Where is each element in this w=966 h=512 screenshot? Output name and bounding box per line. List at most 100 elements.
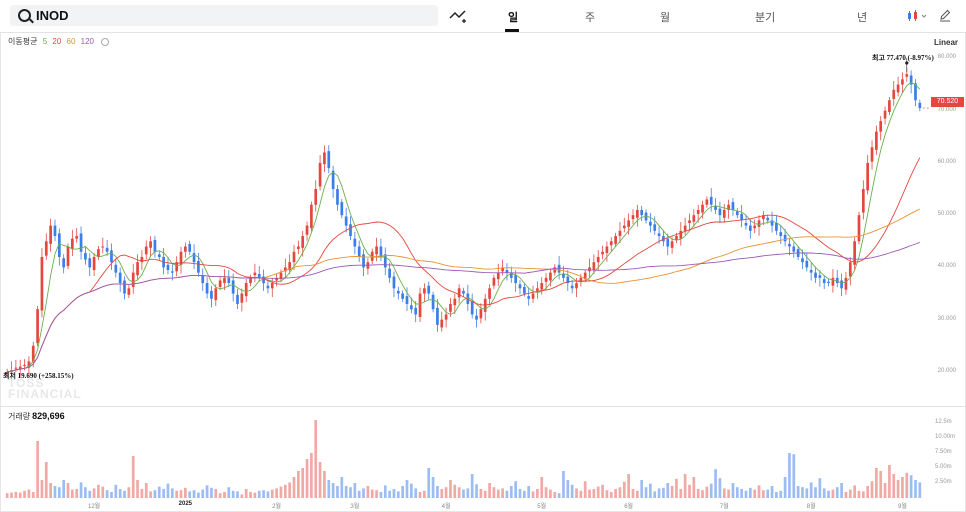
candle-body xyxy=(66,246,70,267)
high-value: 77.470 (-8.97%) xyxy=(886,54,934,62)
candle-body xyxy=(848,262,852,277)
candle-body xyxy=(609,241,613,246)
candle-body xyxy=(201,275,205,284)
volume-bar xyxy=(557,493,561,498)
candle-body xyxy=(601,251,604,255)
y-tick-label: 80.000 xyxy=(937,54,956,61)
volume-bar xyxy=(436,486,439,498)
candle-body xyxy=(423,288,426,294)
candle-body xyxy=(688,220,691,223)
volume-bar xyxy=(266,491,270,498)
volume-bar xyxy=(809,482,813,498)
volume-bar xyxy=(553,492,557,498)
candle-body xyxy=(440,319,444,328)
candle-type-icon[interactable] xyxy=(906,9,930,23)
volume-bar xyxy=(370,489,374,498)
candle-body xyxy=(757,220,761,227)
volume-bar xyxy=(718,478,722,498)
candle-body xyxy=(240,293,244,303)
tab-month[interactable]: 월 xyxy=(660,12,671,24)
candle-body xyxy=(618,230,622,237)
candle-body xyxy=(657,233,661,237)
x-tick-label: 8월 xyxy=(806,504,816,510)
search-box[interactable]: INOD xyxy=(10,5,438,26)
moving-average-legend[interactable]: 이동평균 5 20 60 120 xyxy=(8,36,112,47)
volume-bar xyxy=(853,485,856,498)
candle-body xyxy=(579,277,583,281)
candle-body xyxy=(444,314,448,320)
candle-body xyxy=(501,267,504,272)
tab-quarter[interactable]: 분기 xyxy=(755,12,776,24)
volume-bar xyxy=(84,487,87,498)
volume-bar xyxy=(62,480,66,498)
volume-bar xyxy=(888,465,891,498)
pencil-icon[interactable] xyxy=(938,8,952,22)
volume-bar xyxy=(431,477,435,498)
candle-body xyxy=(492,277,496,286)
volume-bar xyxy=(444,487,448,498)
volume-bar xyxy=(379,492,383,498)
volume-bar xyxy=(827,490,830,498)
candle-body xyxy=(305,225,309,235)
volume-bar xyxy=(727,489,730,498)
volume-bar xyxy=(731,483,735,498)
volume-bar xyxy=(244,489,248,498)
volume-bar xyxy=(775,492,778,498)
volume-bar xyxy=(57,487,61,498)
candle-body xyxy=(270,283,274,289)
candle-body xyxy=(340,202,344,216)
volume-bar xyxy=(844,492,848,498)
volume-bar xyxy=(127,487,131,498)
candle-body xyxy=(401,293,405,299)
volume-bar xyxy=(766,489,770,498)
volume-bar xyxy=(635,490,639,498)
volume-bar xyxy=(218,493,222,498)
volume-bar xyxy=(905,472,909,498)
candle-body xyxy=(14,367,18,369)
settings-icon[interactable] xyxy=(101,37,110,46)
active-tab-indicator xyxy=(505,29,519,32)
candle-body xyxy=(431,294,435,310)
volume-bar xyxy=(231,490,235,498)
volume-bar xyxy=(549,489,552,498)
candle-body xyxy=(114,264,118,273)
volume-bar xyxy=(901,477,904,498)
candle-body xyxy=(696,209,700,214)
candle-body xyxy=(509,272,513,278)
candle-body xyxy=(531,293,535,299)
volume-bar xyxy=(831,489,835,498)
volume-bar xyxy=(327,480,331,498)
low-value: 19.690 (+258.15%) xyxy=(17,372,74,380)
candle-body xyxy=(427,285,431,294)
volume-bar xyxy=(857,490,861,498)
candle-body xyxy=(118,272,122,284)
candle-body xyxy=(518,284,522,289)
volume-bar xyxy=(353,483,357,498)
volume-bar xyxy=(92,488,96,498)
candle-body xyxy=(292,251,296,263)
volume-bar xyxy=(479,489,483,498)
volume-bar xyxy=(223,492,226,498)
tab-week[interactable]: 주 xyxy=(585,12,596,24)
volume-bar xyxy=(540,477,544,498)
candle-body xyxy=(701,204,704,213)
volume-bar xyxy=(140,489,144,498)
volume-bar xyxy=(105,490,109,498)
volume-bar xyxy=(375,490,378,498)
tab-year[interactable]: 년 xyxy=(857,12,868,24)
candle-body xyxy=(257,273,261,278)
low-label: 최저 xyxy=(3,372,16,380)
scale-selector[interactable]: Linear xyxy=(934,38,959,47)
compare-chart-icon[interactable] xyxy=(449,8,469,24)
candle-body xyxy=(557,264,561,273)
volume-bar xyxy=(357,490,361,498)
volume-bar xyxy=(740,489,743,498)
tab-day[interactable]: 일 xyxy=(508,12,519,24)
volume-bar xyxy=(179,490,183,498)
volume-bar xyxy=(483,490,487,498)
candle-body xyxy=(566,276,570,284)
volume-bar xyxy=(97,484,100,498)
volume-bar xyxy=(488,483,491,498)
candle-body xyxy=(479,309,483,319)
